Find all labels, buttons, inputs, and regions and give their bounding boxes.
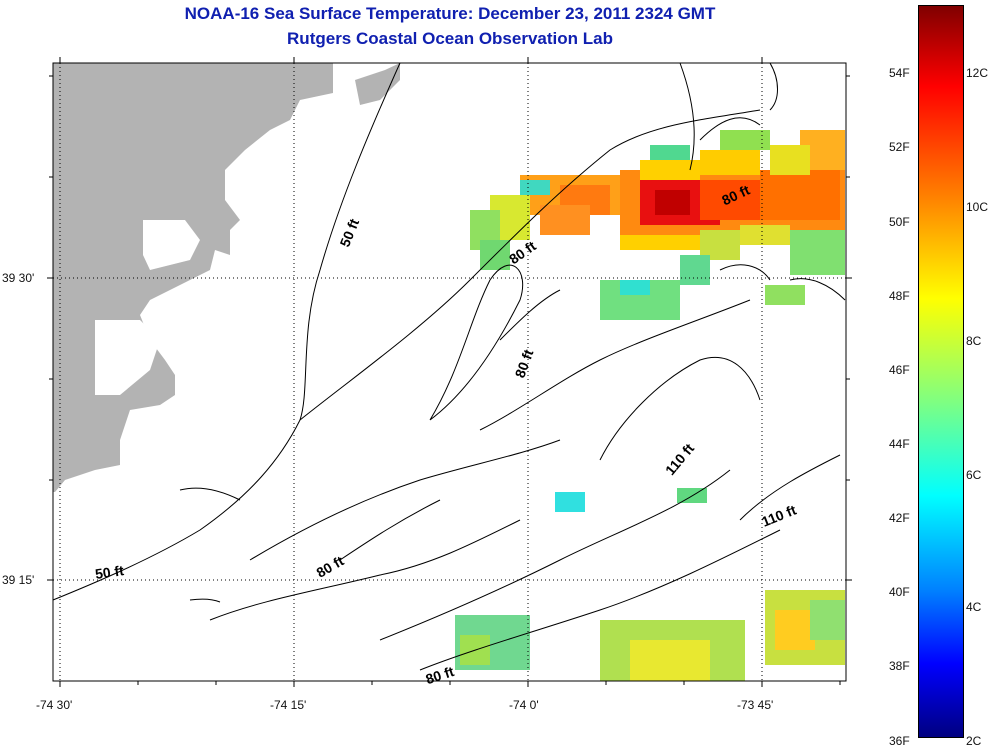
lat-lon-grid — [53, 63, 846, 681]
colorbar-f-label: 50F — [889, 215, 910, 229]
sst-pixels-north — [470, 130, 845, 320]
colorbar-c-label: 10C — [966, 200, 989, 214]
colorbar-f-label: 40F — [889, 585, 910, 599]
bay-areas — [95, 220, 220, 395]
y-tick-label: 39 15' — [2, 573, 35, 587]
x-tick-label: -74 15' — [270, 698, 307, 712]
y-tick-label: 39 30' — [2, 271, 35, 285]
map-title: NOAA-16 Sea Surface Temperature: Decembe… — [184, 4, 716, 23]
temperature-colorbar — [918, 5, 964, 738]
x-tick-label: -74 30' — [36, 698, 73, 712]
colorbar-c-label: 2C — [966, 734, 982, 748]
x-tick-label: -74 0' — [509, 698, 539, 712]
sst-pixels-south — [455, 488, 845, 681]
contour-label: 50 ft — [94, 562, 125, 582]
colorbar-c-label: 6C — [966, 468, 982, 482]
colorbar-c-label: 4C — [966, 600, 982, 614]
colorbar-f-label: 48F — [889, 289, 910, 303]
colorbar-f-label: 44F — [889, 437, 910, 451]
colorbar-f-label: 54F — [889, 66, 910, 80]
colorbar-c-label: 8C — [966, 334, 982, 348]
map-subtitle: Rutgers Coastal Ocean Observation Lab — [287, 29, 613, 48]
colorbar-f-label: 46F — [889, 363, 910, 377]
colorbar-f-label: 36F — [889, 734, 910, 748]
colorbar-f-label: 42F — [889, 511, 910, 525]
bathymetry-contours — [52, 62, 846, 671]
x-tick-label: -73 45' — [737, 698, 774, 712]
axis-ticks — [47, 57, 852, 687]
colorbar-f-label: 38F — [889, 659, 910, 673]
colorbar-c-label: 12C — [966, 66, 989, 80]
colorbar-f-label: 52F — [889, 140, 910, 154]
